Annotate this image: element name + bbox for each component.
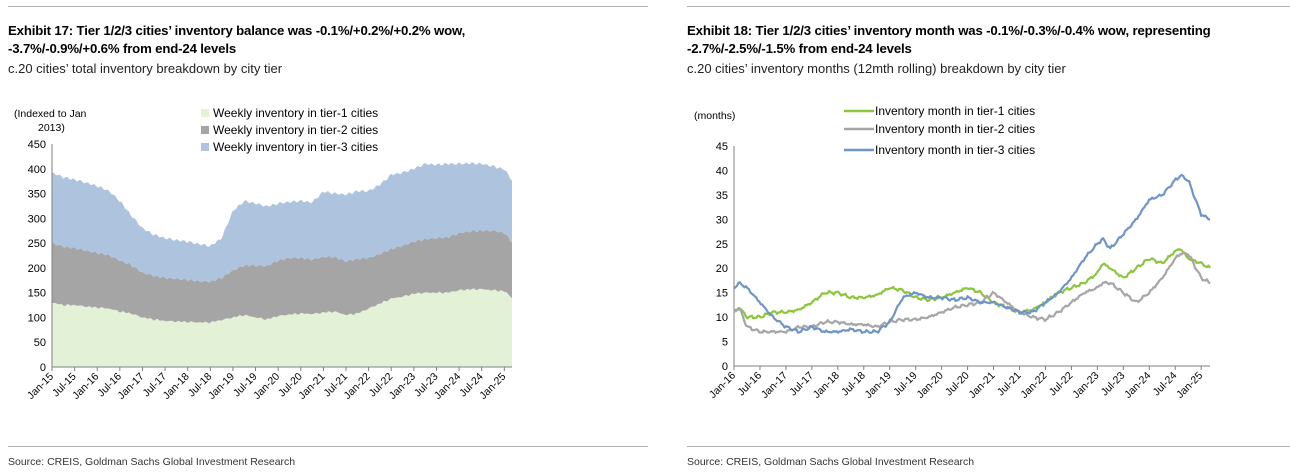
x-tick-label: Jan-21 [296,371,327,402]
y-tick-label: 30 [716,214,728,226]
title-line-1: Exhibit 18: Tier 1/2/3 cities’ inventory… [687,23,1211,38]
y-tick-label: 200 [28,263,46,275]
y-tick-label: 45 [716,141,728,153]
x-tick-label: Jan-20 [915,370,946,401]
area-series-tier-3 [52,162,512,283]
exhibit-subtitle: c.20 cities’ inventory months (12mth rol… [687,61,1066,76]
inventory-balance-chart: (Indexed to Jan 2013) 0 50 100 150 200 250 300 35… [14,106,512,402]
legend-swatch-tier-1 [201,109,209,117]
x-tick-label: Jan-17 [759,370,790,401]
y-tick-label: 400 [28,164,46,176]
y-axis-title-line-2: 2013) [38,122,65,134]
inventory-month-chart: (months)051015202530354045Jan-16Jul-16Ja… [694,104,1211,401]
legend-swatch-tier-2 [201,126,209,134]
exhibit-17-panel: Exhibit 17: Tier 1/2/3 cities’ inventory… [8,6,648,468]
legend-label-tier-2: Inventory month in tier-2 cities [875,122,1035,136]
x-tick-label: Jan-23 [387,371,418,402]
x-tick-label: Jan-17 [115,371,146,402]
y-tick-label: 450 [28,139,46,151]
x-tick-label: Jan-19 [863,370,894,401]
source-note: Source: CREIS, Goldman Sachs Global Inve… [8,456,296,468]
line-series-tier-1 [733,248,1211,320]
source-note: Source: CREIS, Goldman Sachs Global Inve… [687,456,975,468]
x-tick-label: Jan-22 [342,371,373,402]
top-rule [687,6,1290,7]
legend-label-tier-3: Weekly inventory in tier-3 cities [213,140,378,154]
y-tick-label: 0 [40,362,46,374]
y-tick-label: 100 [28,312,46,324]
x-tick-label: Jan-25 [1174,370,1205,401]
x-tick-label: Jan-16 [707,370,738,401]
x-tick-label: Jan-18 [161,371,192,402]
exhibit-title: Exhibit 17: Tier 1/2/3 cities’ inventory… [8,22,465,57]
line-series-tier-2 [733,251,1211,334]
title-line-2: -3.7%/-0.9%/+0.6% from end-24 levels [8,40,237,56]
y-tick-label: 350 [28,189,46,201]
x-tick-label: Jan-23 [1070,370,1101,401]
y-tick-label: 50 [34,337,46,349]
y-axis-title-line-1: (Indexed to Jan [14,108,87,120]
y-tick-label: 25 [716,239,728,251]
legend-swatch-tier-3 [201,143,209,151]
area-series-tier-2 [52,229,512,324]
y-tick-label: 250 [28,238,46,250]
exhibit-title: Exhibit 18: Tier 1/2/3 cities’ inventory… [687,22,1211,57]
x-tick-label: Jan-15 [25,371,56,402]
y-tick-label: 40 [716,165,728,177]
x-tick-label: Jan-22 [1018,370,1049,401]
y-tick-label: 5 [722,337,728,349]
y-tick-label: 300 [28,213,46,225]
x-tick-label: Jan-19 [206,371,237,402]
top-rule [8,6,648,7]
exhibit-subtitle: c.20 cities’ total inventory breakdown b… [8,61,283,76]
line-series-tier-3 [733,173,1211,334]
y-tick-label: 20 [716,263,728,275]
x-tick-label: Jan-24 [1122,370,1153,401]
y-tick-label: 10 [716,312,728,324]
x-tick-label: Jan-25 [477,371,508,402]
y-tick-label: 35 [716,190,728,202]
exhibit-18-panel: Exhibit 18: Tier 1/2/3 cities’ inventory… [645,0,1290,473]
x-tick-label: Jan-20 [251,371,282,402]
legend-label-tier-3: Inventory month in tier-3 cities [875,143,1035,157]
title-line-2: -2.7%/-2.5%/-1.5% from end-24 levels [687,40,912,56]
y-tick-label: 150 [28,288,46,300]
x-tick-label: Jan-21 [966,370,997,401]
x-tick-label: Jan-18 [811,370,842,401]
y-axis-title: (months) [694,110,735,122]
legend-label-tier-1: Weekly inventory in tier-1 cities [213,106,378,120]
y-tick-label: 15 [716,288,728,300]
bottom-rule [8,446,648,447]
legend-label-tier-2: Weekly inventory in tier-2 cities [213,123,378,137]
x-tick-label: Jan-24 [432,371,463,402]
x-tick-label: Jan-16 [70,371,101,402]
y-tick-label: 0 [722,361,728,373]
bottom-rule [687,446,1290,447]
title-line-1: Exhibit 17: Tier 1/2/3 cities’ inventory… [8,23,466,38]
legend-label-tier-1: Inventory month in tier-1 cities [875,104,1035,118]
area-series-tier-1 [52,288,512,367]
